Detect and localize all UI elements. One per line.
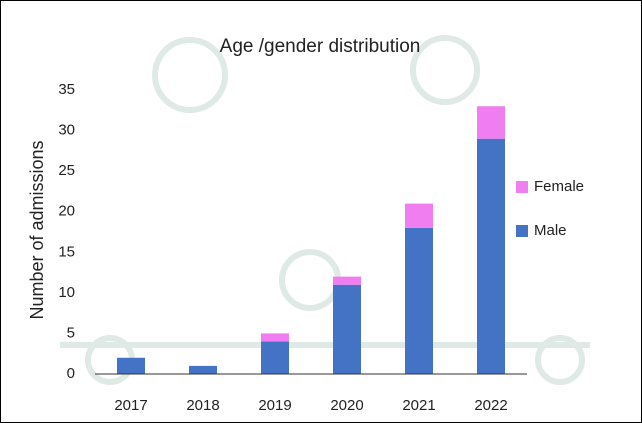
bar-segment <box>333 284 361 374</box>
legend-label: Male <box>534 222 567 239</box>
bar-segment <box>405 203 433 228</box>
y-axis-label: Number of admissions <box>27 140 47 319</box>
bar-segment <box>333 276 361 285</box>
chart-title: Age /gender distribution <box>220 36 421 57</box>
bar-segment <box>261 341 289 374</box>
x-tick-label: 2022 <box>474 397 507 414</box>
x-tick-label: 2021 <box>402 397 435 414</box>
y-tick-label: 10 <box>58 284 75 301</box>
legend-label: Female <box>534 178 584 195</box>
x-tick-label: 2019 <box>258 397 291 414</box>
bar-segment <box>405 227 433 374</box>
y-tick-label: 5 <box>67 324 75 341</box>
bar-segment <box>261 333 289 342</box>
x-tick-label: 2020 <box>330 397 363 414</box>
x-tick-label: 2018 <box>186 397 219 414</box>
y-tick-label: 25 <box>58 162 75 179</box>
bar-segment <box>477 138 505 374</box>
y-tick-label: 15 <box>58 243 75 260</box>
bar-segment <box>477 106 505 139</box>
bar-segment <box>189 365 217 374</box>
legend-swatch <box>516 225 528 237</box>
bar-segment <box>117 357 145 374</box>
x-tick-label: 2017 <box>114 397 147 414</box>
legend-swatch <box>516 181 528 193</box>
y-tick-label: 0 <box>67 365 75 382</box>
y-tick-label: 35 <box>58 81 75 98</box>
y-tick-label: 20 <box>58 203 75 220</box>
y-tick-label: 30 <box>58 122 75 139</box>
